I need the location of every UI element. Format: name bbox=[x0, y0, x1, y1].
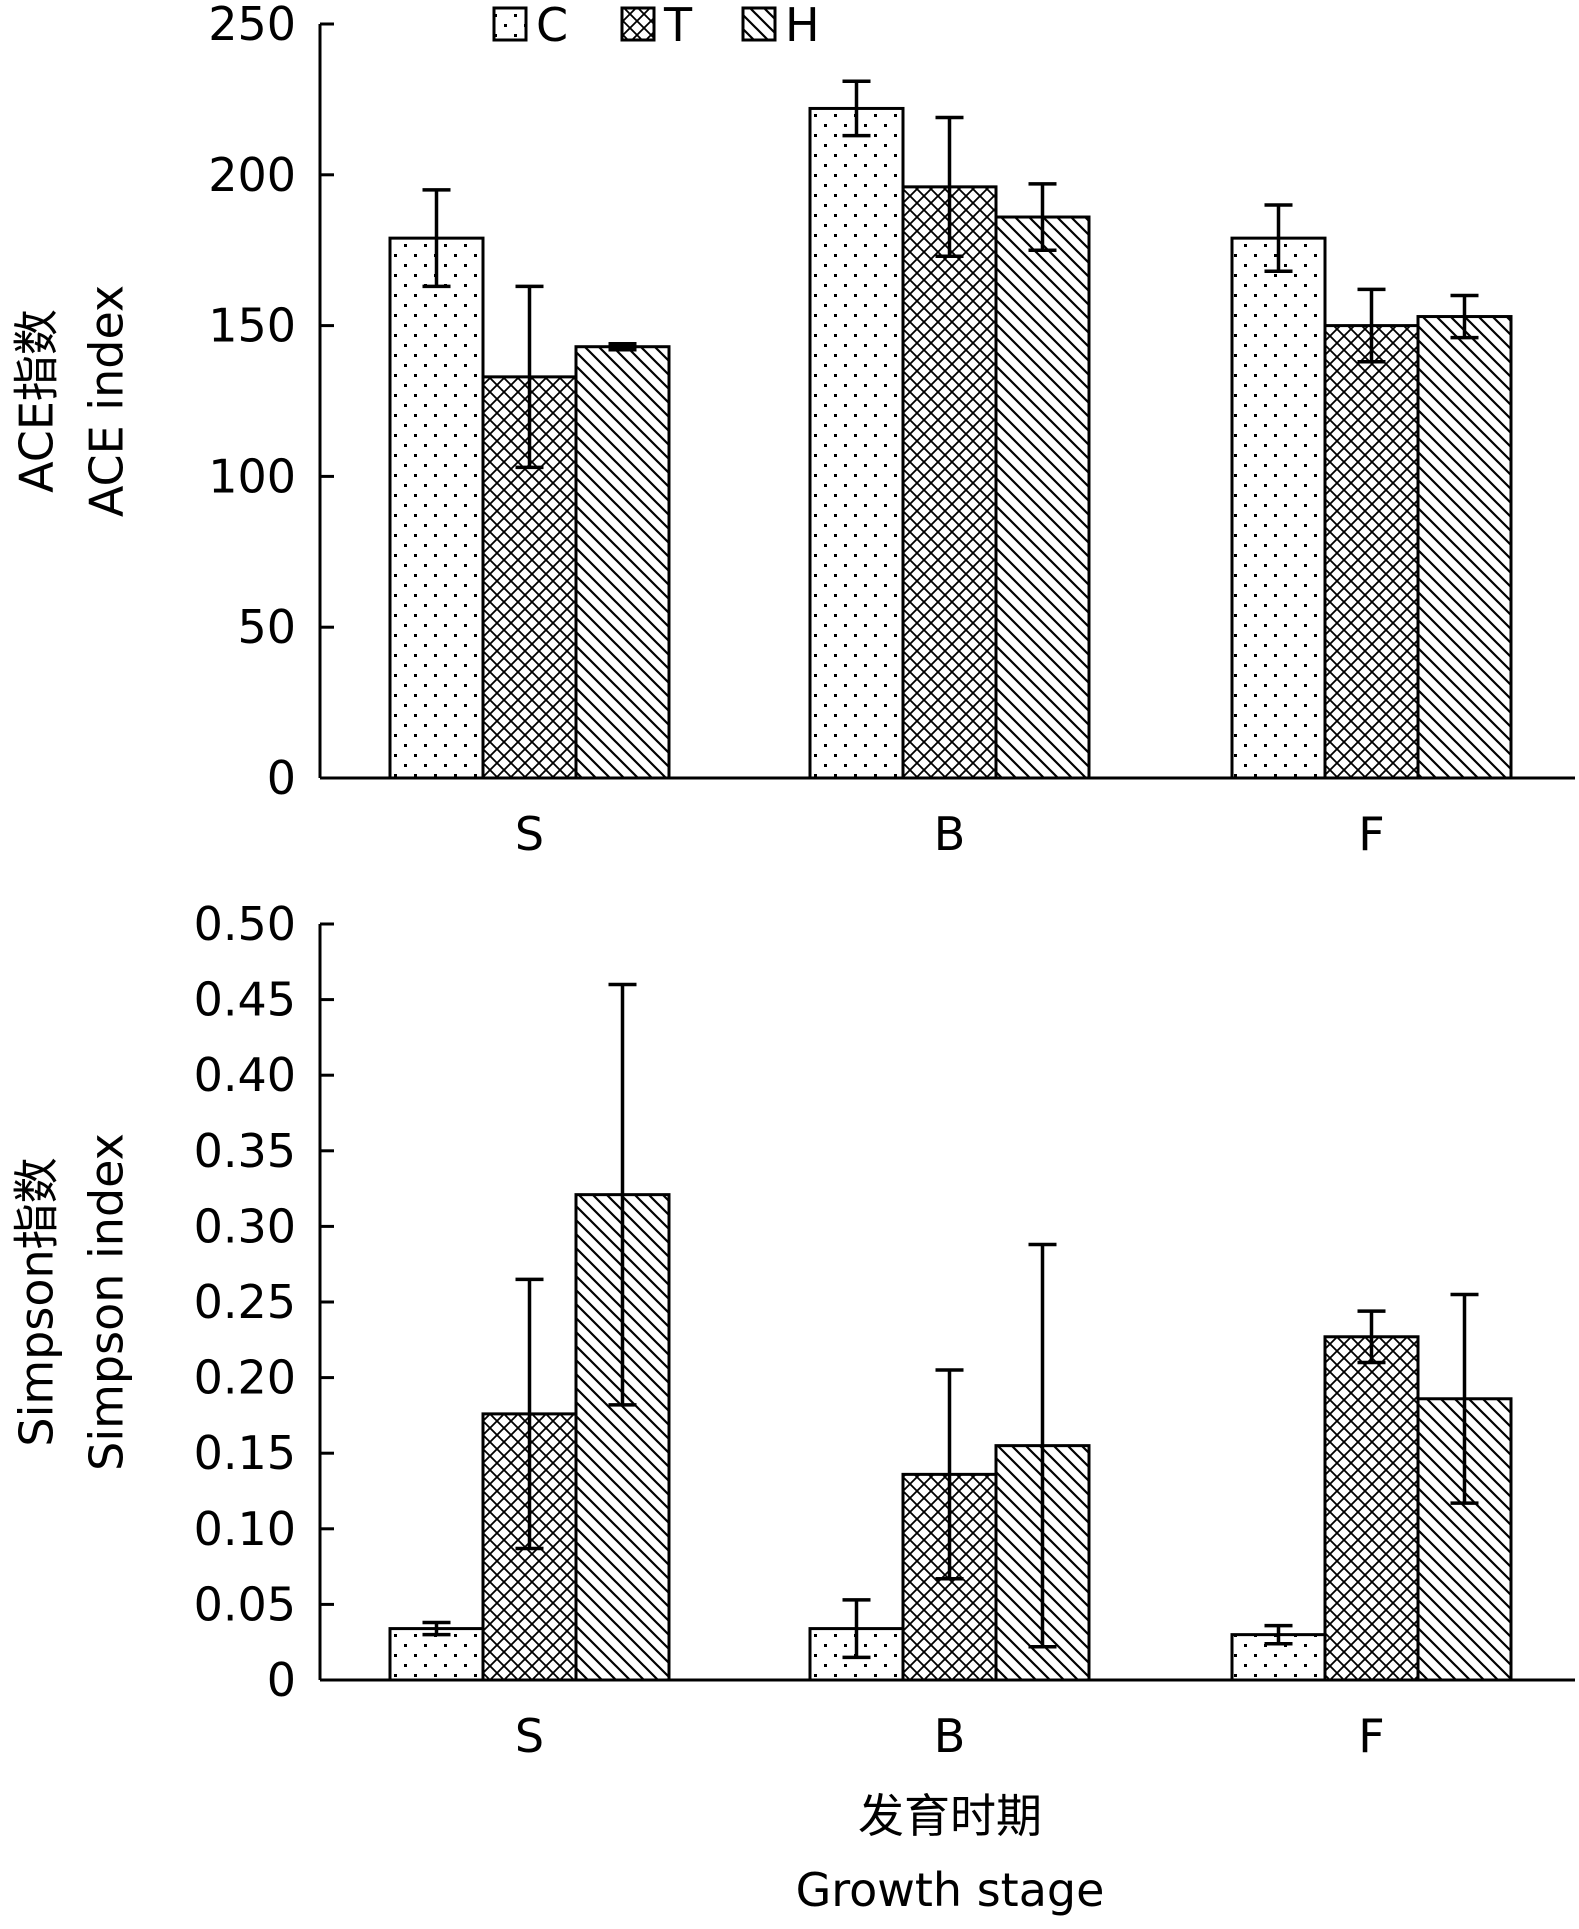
y-tick-label: 0.40 bbox=[194, 1048, 296, 1102]
simpson-chart-panel: 0 0.05 0.10 0.15 0.20 0.25 0.30 0.35 0.40 0.45 0.5… bbox=[10, 897, 1575, 1763]
y-axis-title: ACE index bbox=[80, 285, 134, 517]
x-category-label: S bbox=[515, 807, 544, 861]
legend-label-T: T bbox=[663, 0, 693, 52]
x-axis-title-en: Growth stage bbox=[796, 1863, 1105, 1917]
y-tick-label: 0.25 bbox=[194, 1275, 296, 1329]
ace-chart-panel: 0 50 100 150 200 250 ACE指数 ACE index S B F bbox=[10, 0, 1575, 861]
y-tick-label: 0.15 bbox=[194, 1426, 296, 1480]
x-category-label: F bbox=[1358, 1709, 1384, 1763]
x-category-label: B bbox=[934, 807, 966, 861]
y-axis-title: Simpson指数 bbox=[10, 1157, 64, 1446]
y-tick-label: 0.50 bbox=[194, 897, 296, 951]
y-tick-label: 250 bbox=[208, 0, 296, 51]
y-tick-label: 0.10 bbox=[194, 1502, 296, 1556]
y-tick-label: 0.30 bbox=[194, 1199, 296, 1253]
y-axis-title: Simpson index bbox=[80, 1133, 134, 1471]
x-category-label: F bbox=[1358, 807, 1384, 861]
legend-swatch-H bbox=[741, 6, 777, 42]
y-axis-title: ACE指数 bbox=[10, 309, 64, 493]
x-category-label: S bbox=[515, 1709, 544, 1763]
legend-swatch-T bbox=[620, 6, 656, 42]
y-tick-label: 0 bbox=[267, 1653, 296, 1707]
bar-H-B bbox=[994, 215, 1091, 780]
bar-T-F bbox=[1323, 324, 1420, 780]
legend-label-H: H bbox=[785, 0, 820, 52]
y-tick-label: 50 bbox=[237, 600, 296, 654]
legend-label-C: C bbox=[536, 0, 568, 52]
y-tick-label: 150 bbox=[208, 299, 296, 353]
bar-C-S bbox=[388, 236, 485, 780]
x-axis-title-cn: 发育时期 bbox=[858, 1789, 1042, 1843]
bar-H-F bbox=[1416, 315, 1513, 780]
legend-swatch-C bbox=[492, 6, 528, 42]
bar-T-B bbox=[901, 185, 998, 780]
y-tick-label: 0 bbox=[267, 751, 296, 805]
bar-H-F bbox=[1416, 1397, 1513, 1682]
y-tick-label: 0.20 bbox=[194, 1351, 296, 1405]
y-tick-label: 200 bbox=[208, 148, 296, 202]
y-tick-label: 0.35 bbox=[194, 1124, 296, 1178]
y-tick-label: 0.45 bbox=[194, 973, 296, 1027]
y-tick-label: 100 bbox=[208, 449, 296, 503]
bar-C-F bbox=[1230, 236, 1327, 780]
bar-H-S bbox=[574, 345, 671, 780]
bar-T-F bbox=[1323, 1335, 1420, 1682]
x-category-label: B bbox=[934, 1709, 966, 1763]
bar-C-B bbox=[808, 106, 905, 780]
y-tick-label: 0.05 bbox=[194, 1577, 296, 1631]
